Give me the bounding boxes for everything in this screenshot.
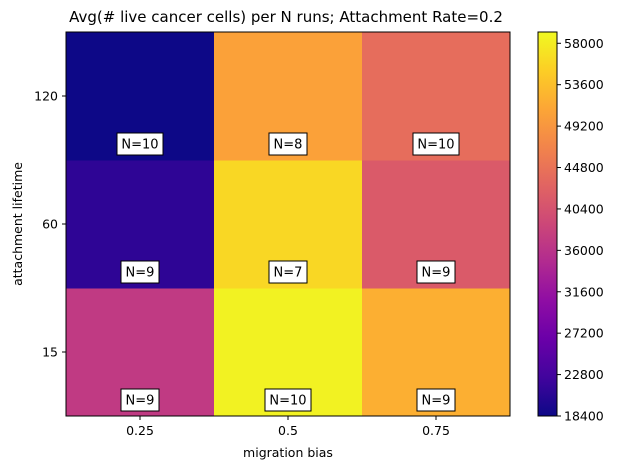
x-tick-label: 0.75: [422, 423, 450, 438]
count-label: N=9: [120, 260, 160, 284]
x-axis-label: migration bias: [243, 445, 333, 460]
colorbar-tick-label: 31600: [564, 284, 604, 299]
colorbar-tick-label: 27200: [564, 326, 604, 341]
x-axis: 0.25 0.5 0.75: [126, 416, 450, 438]
svg-text:N=9: N=9: [126, 394, 155, 409]
y-axis-label: attachment lifetime: [10, 162, 25, 286]
svg-text:N=7: N=7: [274, 266, 303, 281]
colorbar-tick-label: 22800: [564, 367, 604, 382]
colorbar-tick-label: 58000: [564, 36, 604, 51]
colorbar-tick-label: 44800: [564, 160, 604, 175]
svg-text:N=10: N=10: [417, 138, 454, 153]
count-label: N=9: [120, 388, 160, 412]
x-tick-label: 0.25: [126, 423, 154, 438]
colorbar: [537, 31, 558, 417]
count-label: N=7: [268, 260, 308, 284]
count-label: N=10: [264, 388, 312, 412]
x-tick-label: 0.5: [278, 423, 298, 438]
svg-text:N=9: N=9: [422, 394, 451, 409]
colorbar-tick-label: 49200: [564, 119, 604, 134]
colorbar-tick-label: 36000: [564, 243, 604, 258]
colorbar-tick-label: 40400: [564, 201, 604, 216]
y-tick-label: 60: [42, 217, 58, 232]
colorbar-tick-label: 18400: [564, 409, 604, 424]
colorbar-ticks: 18400 22800 27200 31600 36000 40400 44800 49200…: [557, 36, 604, 424]
svg-text:N=10: N=10: [121, 138, 158, 153]
svg-text:N=9: N=9: [126, 266, 155, 281]
y-tick-label: 15: [42, 345, 58, 360]
count-label: N=10: [116, 132, 164, 156]
heatmap-plot-area: N=9 N=10 N=9 N=9 N=7 N=9 N=10 N=8 N=10: [66, 32, 511, 417]
colorbar-tick-label: 53600: [564, 77, 604, 92]
y-tick-label: 120: [34, 89, 58, 104]
count-label: N=9: [416, 388, 456, 412]
count-label: N=8: [268, 132, 308, 156]
svg-text:N=9: N=9: [422, 266, 451, 281]
svg-text:N=8: N=8: [274, 138, 303, 153]
svg-text:N=10: N=10: [269, 394, 306, 409]
chart-title: Avg(# live cancer cells) per N runs; Att…: [69, 8, 503, 26]
y-axis: 15 60 120: [34, 89, 66, 360]
count-label: N=9: [416, 260, 456, 284]
count-label: N=10: [412, 132, 460, 156]
